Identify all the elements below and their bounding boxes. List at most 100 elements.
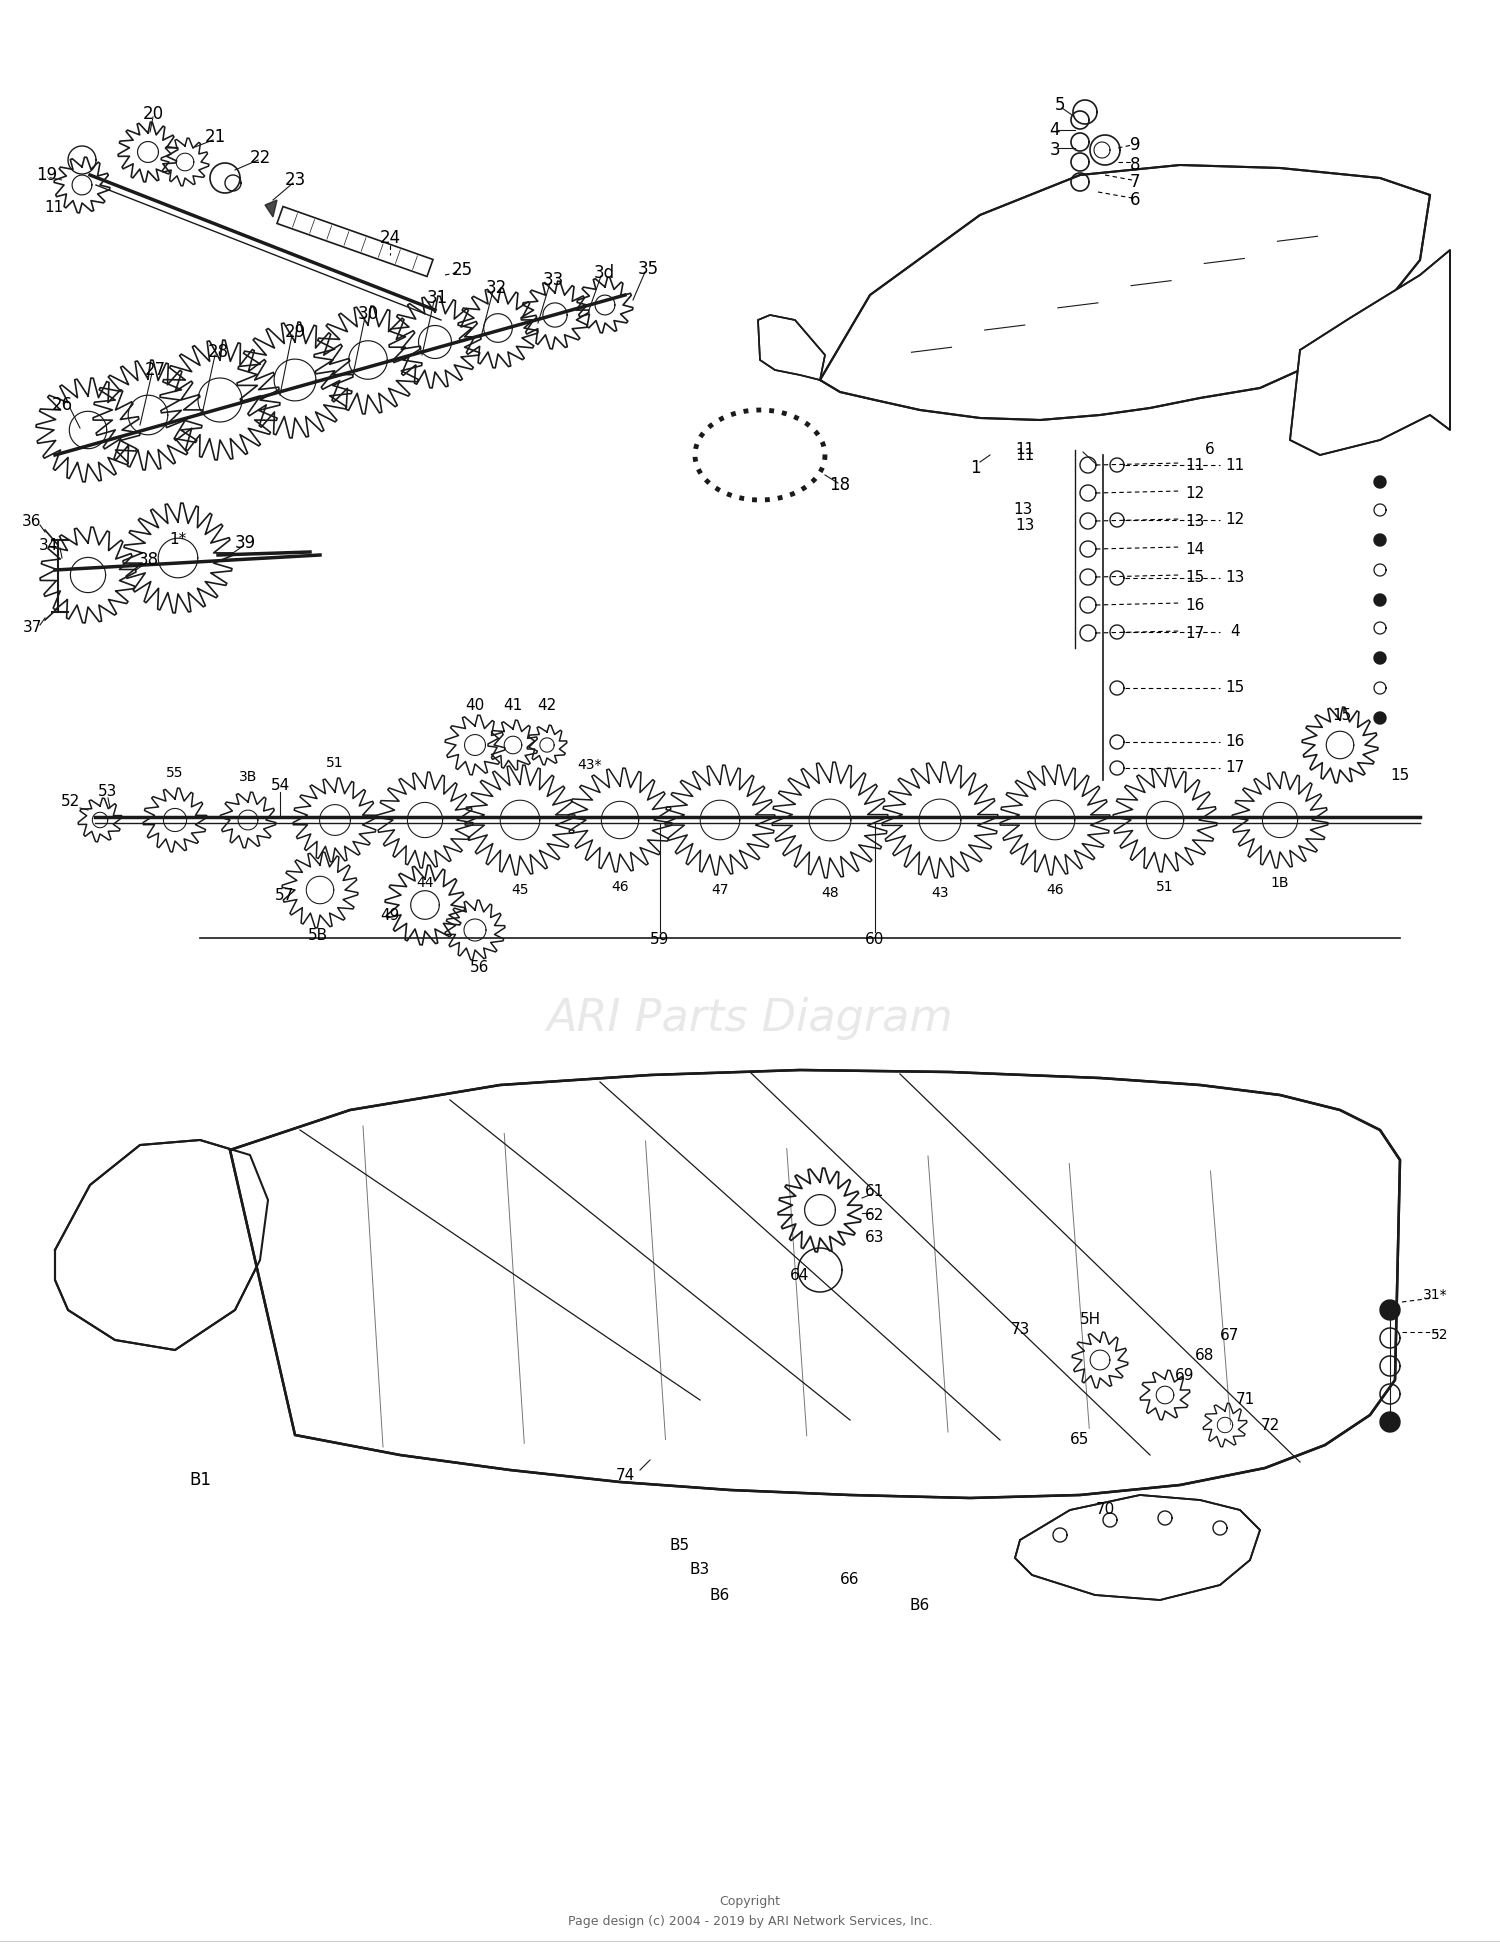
Text: 72: 72	[1260, 1418, 1280, 1432]
Text: Page design (c) 2004 - 2019 by ARI Network Services, Inc.: Page design (c) 2004 - 2019 by ARI Netwo…	[567, 1914, 933, 1928]
Text: 52: 52	[1431, 1328, 1449, 1342]
Text: 17: 17	[1226, 760, 1245, 776]
Text: 12: 12	[1185, 486, 1204, 500]
Text: 15: 15	[1185, 570, 1204, 584]
Text: 24: 24	[380, 229, 400, 247]
Text: 53: 53	[99, 784, 117, 799]
Text: 16: 16	[1185, 597, 1204, 613]
Text: 29: 29	[285, 323, 306, 341]
Text: 23: 23	[285, 170, 306, 188]
Text: 11: 11	[1226, 458, 1245, 472]
Text: B5: B5	[670, 1538, 690, 1552]
Text: 37: 37	[22, 621, 42, 635]
Text: 59: 59	[651, 932, 669, 948]
Text: 4: 4	[1050, 121, 1060, 139]
Text: 3d: 3d	[594, 264, 615, 282]
Polygon shape	[1374, 535, 1386, 547]
Text: B1: B1	[189, 1471, 211, 1489]
Text: 35: 35	[638, 261, 658, 278]
Text: 15: 15	[1226, 680, 1245, 695]
Polygon shape	[758, 315, 825, 380]
Text: 43*: 43*	[578, 758, 602, 772]
Text: 5H: 5H	[1080, 1313, 1101, 1328]
Text: 9: 9	[1130, 135, 1140, 155]
Text: 11: 11	[1016, 447, 1035, 462]
Text: 51: 51	[326, 756, 344, 770]
Polygon shape	[278, 206, 434, 276]
Text: 13: 13	[1226, 570, 1245, 586]
Text: 55: 55	[166, 766, 183, 780]
Text: 43: 43	[932, 885, 948, 899]
Polygon shape	[230, 1070, 1400, 1499]
Text: 34: 34	[39, 537, 57, 552]
Text: 67: 67	[1221, 1328, 1239, 1342]
Polygon shape	[266, 200, 278, 217]
Text: 49: 49	[381, 907, 399, 923]
Text: 22: 22	[249, 149, 270, 167]
Text: 62: 62	[865, 1207, 885, 1222]
Text: 65: 65	[1071, 1432, 1089, 1448]
Text: 42: 42	[537, 697, 556, 713]
Text: 31: 31	[426, 290, 447, 308]
Text: 45: 45	[512, 884, 528, 897]
Text: 4: 4	[1230, 625, 1240, 639]
Text: 21: 21	[204, 127, 225, 147]
Text: 39: 39	[234, 535, 255, 552]
Text: 13: 13	[1014, 503, 1032, 517]
Text: 3B: 3B	[238, 770, 256, 784]
Text: 11: 11	[1185, 458, 1204, 472]
Polygon shape	[1374, 711, 1386, 725]
Polygon shape	[1290, 251, 1450, 454]
Text: 38: 38	[138, 550, 159, 568]
Text: 71: 71	[1236, 1393, 1254, 1407]
Polygon shape	[1374, 652, 1386, 664]
Text: 40: 40	[465, 697, 484, 713]
Text: 44: 44	[416, 876, 434, 889]
Text: 46: 46	[1046, 884, 1064, 897]
Text: Copyright: Copyright	[720, 1894, 780, 1908]
Text: 1*: 1*	[170, 533, 186, 547]
Polygon shape	[56, 1140, 268, 1350]
Text: 70: 70	[1095, 1503, 1114, 1518]
Text: 6: 6	[1204, 443, 1215, 458]
Text: 27: 27	[144, 360, 165, 378]
Text: B6: B6	[710, 1587, 730, 1602]
Text: 33: 33	[543, 270, 564, 290]
Text: 63: 63	[865, 1230, 885, 1246]
Text: 13: 13	[1185, 513, 1204, 529]
Text: B6: B6	[910, 1597, 930, 1612]
Text: 51: 51	[1156, 880, 1174, 893]
Text: 17: 17	[1185, 625, 1204, 641]
Text: 15: 15	[1332, 707, 1352, 723]
Text: 11: 11	[1016, 443, 1035, 458]
Text: 13: 13	[1016, 517, 1035, 533]
Text: ARI Parts Diagram: ARI Parts Diagram	[546, 997, 954, 1040]
Text: 66: 66	[840, 1573, 860, 1587]
Text: 52: 52	[60, 795, 80, 809]
Text: 11: 11	[45, 200, 63, 214]
Text: 5: 5	[1054, 96, 1065, 114]
Text: 18: 18	[830, 476, 850, 494]
Text: 12: 12	[1226, 513, 1245, 527]
Text: 1: 1	[969, 458, 981, 476]
Text: 25: 25	[452, 261, 472, 278]
Text: 68: 68	[1196, 1348, 1215, 1363]
Text: 57: 57	[276, 887, 294, 903]
Text: 41: 41	[504, 697, 522, 713]
Text: 60: 60	[865, 932, 885, 948]
Text: 7: 7	[1130, 172, 1140, 190]
Text: 19: 19	[36, 167, 57, 184]
Text: 47: 47	[711, 884, 729, 897]
Text: 54: 54	[270, 778, 290, 793]
Text: 16: 16	[1226, 735, 1245, 750]
Text: 6: 6	[1130, 190, 1140, 210]
Text: 26: 26	[51, 396, 72, 413]
Text: 15: 15	[1390, 768, 1410, 782]
Text: 64: 64	[790, 1267, 810, 1283]
Text: 74: 74	[615, 1467, 634, 1483]
Text: 56: 56	[471, 960, 489, 976]
Text: 46: 46	[610, 880, 628, 893]
Polygon shape	[1016, 1495, 1260, 1601]
Text: 31*: 31*	[1422, 1287, 1448, 1303]
Polygon shape	[821, 165, 1430, 419]
